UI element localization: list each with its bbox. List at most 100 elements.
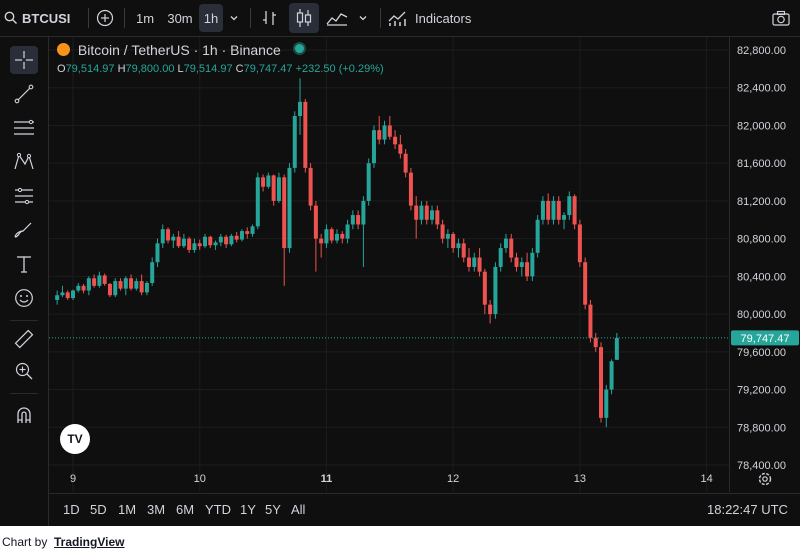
range-1m[interactable]: 1M — [118, 502, 137, 517]
candle-body — [203, 236, 207, 247]
candle-body — [60, 292, 65, 296]
candle-body — [599, 347, 603, 418]
candle-body — [208, 236, 213, 246]
snapshot-button[interactable] — [770, 0, 792, 36]
candle-body — [540, 200, 545, 220]
trendline-icon — [14, 84, 34, 104]
candle-body — [92, 278, 97, 286]
time-axis[interactable]: 9 10 11 12 13 14 — [49, 462, 729, 492]
open-value: 79,514.97 — [65, 63, 115, 75]
candle-body — [329, 229, 334, 241]
candle-body — [266, 175, 271, 187]
magnet-tool[interactable] — [10, 401, 38, 429]
add-compare-button[interactable] — [94, 0, 116, 36]
interval-30m[interactable]: 30m — [162, 0, 198, 36]
candle-body — [218, 236, 223, 243]
logo-text: TV — [67, 432, 83, 446]
candle-body — [276, 177, 281, 201]
tradingview-link[interactable]: TradingView — [54, 535, 125, 549]
area-chart-button[interactable] — [324, 0, 350, 36]
candle-body — [604, 389, 609, 418]
brush-tool[interactable] — [10, 216, 38, 244]
interval-1m[interactable]: 1m — [131, 0, 159, 36]
market-status-dot — [292, 42, 306, 55]
time-tick-label: 9 — [70, 473, 76, 485]
candle-body — [76, 285, 81, 291]
axis-settings-button[interactable] — [756, 470, 774, 488]
brush-icon — [14, 222, 32, 238]
candle-body — [118, 281, 123, 289]
interval-1h-active[interactable]: 1h — [199, 4, 223, 32]
candle-body — [171, 236, 176, 241]
candle-body — [213, 242, 218, 246]
candle-body — [350, 215, 355, 225]
forecast-tool[interactable] — [10, 182, 38, 210]
candle-body — [123, 278, 128, 289]
chart-widget: BTCUSI 1m 30m 1h Indicators — [0, 0, 800, 526]
candles-button[interactable] — [289, 3, 319, 33]
candle-body — [514, 257, 519, 267]
indicators-icon — [388, 11, 406, 26]
close-label: C — [235, 63, 244, 75]
zoom-icon — [15, 362, 33, 380]
range-ytd[interactable]: YTD — [205, 502, 231, 517]
candle-body — [530, 252, 535, 277]
candle-body — [176, 236, 181, 247]
candle-body — [319, 238, 324, 244]
zoom-tool[interactable] — [10, 357, 38, 385]
interval-label: 1m — [135, 10, 155, 26]
range-5y[interactable]: 5Y — [265, 502, 281, 517]
trendline-tool[interactable] — [10, 80, 38, 108]
symbol-search[interactable]: BTCUSI — [4, 0, 90, 36]
interval-dropdown[interactable] — [226, 0, 242, 36]
range-all[interactable]: All — [291, 502, 306, 517]
attribution-footer: Chart by TradingView — [0, 526, 800, 551]
chart-type-dropdown[interactable] — [355, 0, 371, 36]
candle-body — [129, 278, 134, 289]
candle-body — [340, 233, 345, 239]
attribution-prefix: Chart by — [2, 535, 48, 549]
candle-body — [160, 229, 165, 244]
range-6m[interactable]: 6M — [176, 502, 195, 517]
candles-series — [55, 78, 619, 428]
crosshair-tool[interactable] — [10, 46, 38, 74]
bar-style-button[interactable] — [258, 0, 282, 36]
utc-clock[interactable]: 18:22:47 UTC — [707, 502, 788, 517]
close-value: 79,747.47 — [243, 63, 293, 75]
candle-body — [239, 231, 244, 240]
candle-body — [113, 281, 118, 296]
range-bar: 1D 5D 1M 3M 6M YTD 1Y 5Y All 18:22:47 UT… — [49, 493, 800, 527]
time-tick-label: 10 — [194, 473, 206, 485]
candle-body — [477, 257, 482, 272]
range-5d[interactable]: 5D — [90, 502, 107, 517]
candle-body — [387, 125, 392, 137]
time-tick-label: 12 — [447, 473, 459, 485]
tradingview-logo[interactable]: TV — [60, 424, 90, 454]
candle-body — [588, 304, 593, 338]
candle-body — [107, 283, 112, 296]
candle-body — [614, 337, 619, 360]
candle-body — [345, 224, 350, 239]
price-tick-label: 78,800.00 — [737, 422, 786, 434]
range-1d[interactable]: 1D — [63, 502, 80, 517]
candle-body — [393, 136, 398, 145]
pattern-tool[interactable] — [10, 148, 38, 176]
candle-body — [503, 238, 508, 249]
price-chart[interactable] — [49, 37, 729, 492]
emoji-tool[interactable] — [10, 284, 38, 312]
indicators-button[interactable]: Indicators — [388, 0, 482, 36]
ruler-icon — [14, 329, 34, 349]
candle-body — [572, 196, 577, 225]
candle-body — [102, 275, 107, 284]
candle-body — [97, 275, 102, 286]
ruler-tool[interactable] — [10, 325, 38, 353]
range-1y[interactable]: 1Y — [240, 502, 256, 517]
pattern-icon — [14, 152, 34, 170]
fib-tool[interactable] — [10, 114, 38, 142]
candle-body — [430, 210, 435, 220]
chevron-down-icon — [230, 16, 238, 21]
candle-body — [593, 337, 598, 348]
text-tool[interactable] — [10, 250, 38, 278]
price-axis[interactable]: 82,800.00 82,400.00 82,000.00 81,600.00 81,2… — [729, 37, 800, 492]
range-3m[interactable]: 3M — [147, 502, 166, 517]
